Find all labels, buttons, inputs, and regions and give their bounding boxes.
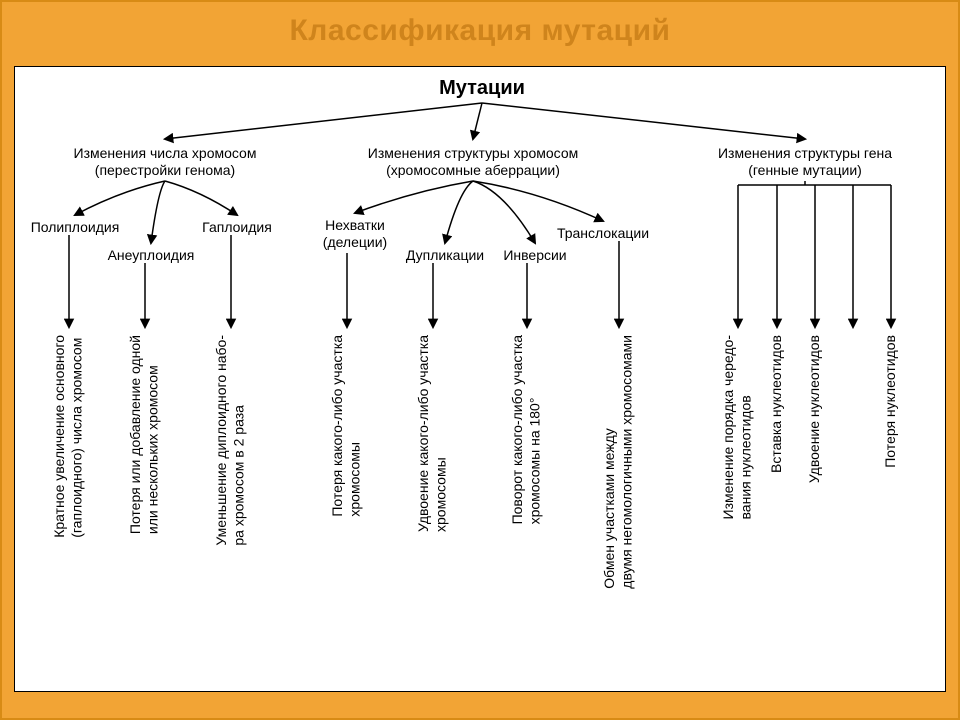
leaf-line: Вставка нуклеотидов	[768, 335, 784, 473]
leaf-line: (гаплоидного) числа хромосом	[69, 338, 85, 538]
leaf-line: Обмен участками между	[601, 428, 617, 588]
level1-node: Изменения структуры гена(генные мутации)	[675, 145, 935, 179]
leaf-line: Потеря нуклеотидов	[882, 335, 898, 468]
leaf-line: ра хромосом в 2 раза	[231, 405, 247, 546]
level2-node: Анеуплоидия	[91, 247, 211, 264]
leaf-line: вания нуклеотидов	[738, 395, 754, 519]
level2-label: Анеуплоидия	[108, 247, 195, 263]
leaf-node: Уменьшение диплоидного набо-ра хромосом …	[213, 335, 248, 546]
diagram-panel: Мутации Изменения числа хромосом(перестр…	[14, 66, 946, 692]
leaf-line: Потеря или добавление одной	[127, 335, 143, 534]
leaf-line: Удвоение какого-либо участка	[415, 335, 431, 532]
level2-label: Транслокации	[557, 225, 649, 241]
level2-node: Нехватки(делеции)	[295, 217, 415, 251]
leaf-node: Удвоение нуклеотидов	[806, 335, 824, 483]
leaf-line: Кратное увеличение основного	[51, 335, 67, 538]
leaf-line: Поворот какого-либо участка	[509, 335, 525, 524]
leaf-node: Потеря нуклеотидов	[882, 335, 900, 468]
leaf-line: хромосомы	[347, 442, 363, 517]
level1-node: Изменения числа хромосом(перестройки ген…	[35, 145, 295, 179]
page-title: Классификация мутаций	[14, 14, 946, 48]
leaf-line: Изменение порядка чередо-	[720, 335, 736, 519]
level2-node: Гаплоидия	[177, 219, 297, 236]
leaf-line: хромосомы на 180°	[527, 398, 543, 525]
leaf-line: Удвоение нуклеотидов	[806, 335, 822, 483]
level2-label: Инверсии	[503, 247, 566, 263]
level2-label2: (делеции)	[323, 234, 387, 250]
level1-line1: Изменения числа хромосом	[74, 145, 257, 161]
level1-line1: Изменения структуры хромосом	[368, 145, 578, 161]
level2-node: Инверсии	[475, 247, 595, 264]
leaf-node: Удвоение какого-либо участкахромосомы	[415, 335, 450, 532]
leaf-node: Изменение порядка чередо-вания нуклеотид…	[720, 335, 755, 519]
leaf-node: Вставка нуклеотидов	[768, 335, 786, 473]
level2-label: Дупликации	[406, 247, 484, 263]
leaf-node: Потеря или добавление однойили нескольки…	[127, 335, 162, 534]
leaf-line: Потеря какого-либо участка	[329, 335, 345, 517]
level1-line2: (генные мутации)	[748, 162, 862, 178]
leaf-line: или нескольких хромосом	[145, 365, 161, 534]
leaf-node: Обмен участками междудвумя негомологичны…	[601, 335, 636, 589]
level1-line1: Изменения структуры гена	[718, 145, 892, 161]
level1-node: Изменения структуры хромосом(хромосомные…	[343, 145, 603, 179]
leaf-node: Поворот какого-либо участкахромосомы на …	[509, 335, 544, 524]
leaf-line: двумя негомологичными хромосомами	[619, 335, 635, 589]
leaf-line: Уменьшение диплоидного набо-	[213, 335, 229, 546]
level2-label: Нехватки	[325, 217, 385, 233]
level2-node: Полиплоидия	[15, 219, 135, 236]
outer-frame: Классификация мутаций Мутации Изменения …	[0, 0, 960, 720]
level2-label: Гаплоидия	[202, 219, 272, 235]
level2-node: Транслокации	[543, 225, 663, 242]
leaf-line: хромосомы	[433, 457, 449, 532]
root-node: Мутации	[427, 77, 537, 100]
leaf-node: Кратное увеличение основного(гаплоидного…	[51, 335, 86, 538]
level2-label: Полиплоидия	[31, 219, 120, 235]
leaf-node: Потеря какого-либо участкахромосомы	[329, 335, 364, 517]
level1-line2: (хромосомные аберрации)	[386, 162, 560, 178]
level1-line2: (перестройки генома)	[95, 162, 235, 178]
